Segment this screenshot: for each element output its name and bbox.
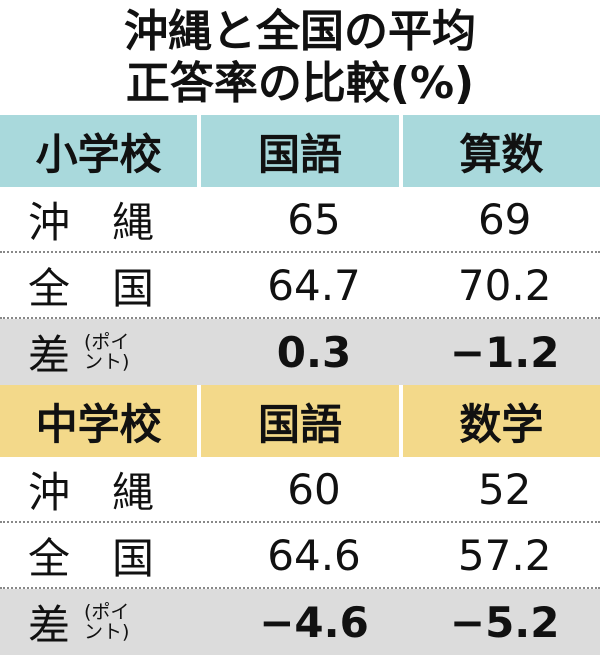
- title-line: 沖縄と全国の平均: [124, 6, 476, 57]
- section: 中学校 国語 数学沖 縄 60 52 全 国 64.6 57.2 差 (ポイント) −4.6 −5.2: [0, 385, 600, 655]
- header-cell: 国語: [201, 385, 399, 457]
- diff-value: −4.6: [259, 597, 369, 647]
- table: 小学校 国語 算数沖 縄 65 69 全 国 64.7 70.2 差 (ポイント) 0.3 −1.2 中…: [0, 115, 600, 655]
- title: 沖縄と全国の平均 正答率の比較(%): [0, 0, 600, 115]
- diff-label: 差: [28, 330, 71, 380]
- value-cell: 52: [477, 464, 532, 514]
- diff-value: −5.2: [449, 597, 560, 647]
- value-cell: 69: [477, 194, 532, 244]
- header-cell: 中学校: [0, 385, 198, 457]
- header-cell: 小学校: [0, 115, 198, 187]
- row-label: 全 国: [28, 263, 155, 313]
- diff-row: 差 (ポイント) 0.3 −1.2: [0, 319, 600, 385]
- value-cell: 65: [287, 194, 341, 244]
- data-row: 沖 縄 65 69: [0, 187, 600, 253]
- value-cell: 64.6: [267, 530, 361, 580]
- diff-unit: (ポイント): [84, 601, 130, 643]
- data-row: 全 国 64.7 70.2: [0, 253, 600, 319]
- row-label: 沖 縄: [28, 467, 155, 517]
- diff-label-cell: 差 (ポイント): [0, 592, 219, 653]
- header-row: 小学校 国語 算数: [0, 115, 600, 187]
- data-row: 沖 縄 60 52: [0, 457, 600, 523]
- row-label: 沖 縄: [28, 197, 155, 247]
- header-cell: 数学: [402, 385, 600, 457]
- diff-row: 差 (ポイント) −4.6 −5.2: [0, 589, 600, 655]
- title-line: 正答率の比較(%): [125, 58, 475, 109]
- value-cell: 70.2: [457, 260, 552, 310]
- row-label: 全 国: [28, 533, 155, 583]
- diff-value: 0.3: [276, 327, 352, 377]
- section: 小学校 国語 算数沖 縄 65 69 全 国 64.7 70.2 差 (ポイント) 0.3 −1.2: [0, 115, 600, 385]
- diff-unit: (ポイント): [84, 331, 130, 373]
- value-cell: 64.7: [267, 260, 361, 310]
- value-cell: 57.2: [457, 530, 552, 580]
- diff-value: −1.2: [449, 327, 560, 377]
- header-cell: 国語: [201, 115, 399, 187]
- header-row: 中学校 国語 数学: [0, 385, 600, 457]
- diff-label: 差: [28, 600, 71, 650]
- header-cell: 算数: [402, 115, 600, 187]
- diff-label-cell: 差 (ポイント): [0, 322, 219, 383]
- data-row: 全 国 64.6 57.2: [0, 523, 600, 589]
- value-cell: 60: [287, 464, 341, 514]
